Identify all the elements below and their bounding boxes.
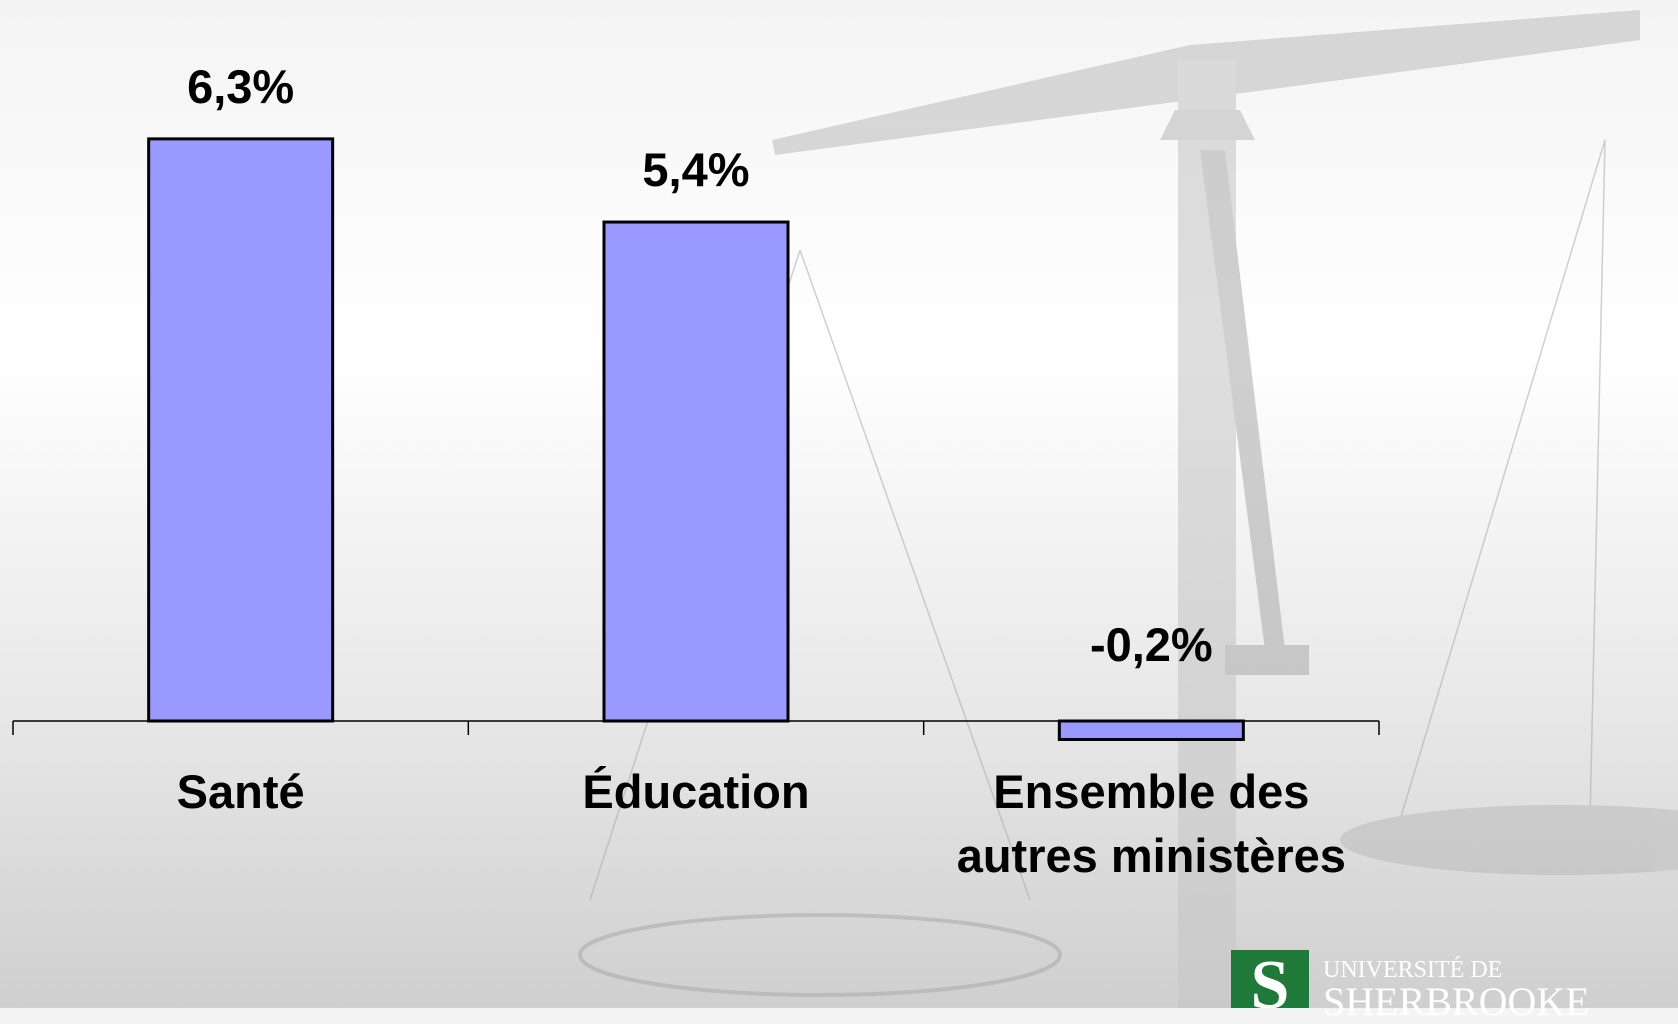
logo-letter: S <box>1251 947 1290 1008</box>
x-tick-label: Ensemble des autres ministères <box>941 760 1361 888</box>
bar <box>149 139 333 721</box>
logo-text: SHERBROOKE <box>1323 982 1590 1022</box>
x-tick-label: Santé <box>31 760 451 824</box>
value-label: -0,2% <box>1001 613 1301 677</box>
bar <box>604 222 788 721</box>
slide: S UNIVERSITÉ DE SHERBROOKE (() => { cons… <box>0 0 1678 1008</box>
value-label: 6,3% <box>91 55 391 119</box>
value-label: 5,4% <box>546 138 846 202</box>
bar <box>1059 721 1243 739</box>
x-tick-label: Éducation <box>486 760 906 824</box>
